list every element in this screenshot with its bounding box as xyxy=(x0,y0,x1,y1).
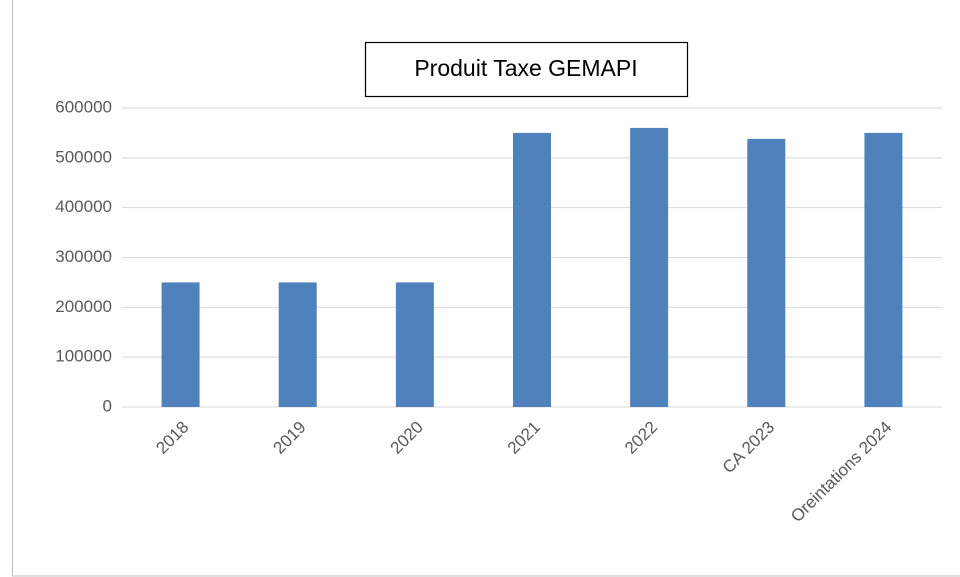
chart-frame xyxy=(12,0,960,577)
x-tick-label: 2022 xyxy=(621,418,661,458)
y-tick-label: 400000 xyxy=(55,197,112,216)
x-tick-label: 2020 xyxy=(387,418,427,458)
x-tick-label: CA 2023 xyxy=(719,418,779,478)
y-tick-label: 500000 xyxy=(55,147,112,166)
y-tick-label: 0 xyxy=(103,396,112,415)
bar xyxy=(864,132,903,407)
y-tick-label: 300000 xyxy=(55,247,112,266)
bar xyxy=(513,132,551,407)
y-tick-label: 100000 xyxy=(55,347,112,366)
bar xyxy=(747,138,786,407)
bar xyxy=(395,282,434,407)
chart-title: Produit Taxe GEMAPI xyxy=(414,55,637,81)
x-tick-label: 2018 xyxy=(152,418,192,458)
x-tick-label: Oreintations 2024 xyxy=(787,418,895,526)
bar xyxy=(161,282,200,407)
x-tick-label: 2021 xyxy=(504,418,544,458)
bar xyxy=(278,282,317,407)
title-box xyxy=(364,41,689,98)
y-tick-label: 200000 xyxy=(55,297,112,316)
y-tick-label: 600000 xyxy=(55,97,112,116)
x-tick-label: 2019 xyxy=(270,418,310,458)
bar xyxy=(630,127,669,407)
